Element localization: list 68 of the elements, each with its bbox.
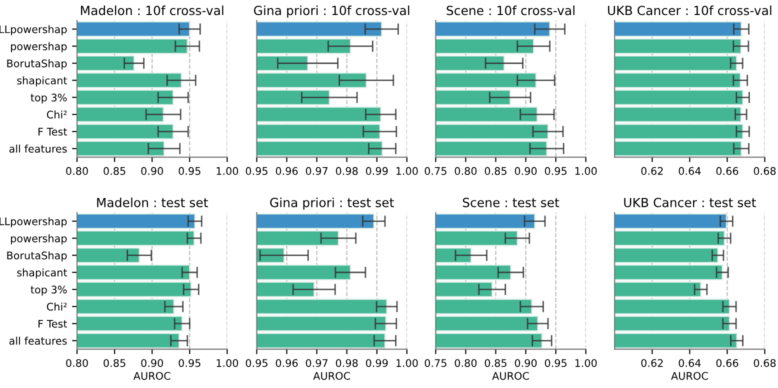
chart-title: Madelon : test set xyxy=(97,198,208,208)
x-tick-label: 0.96 xyxy=(276,167,298,175)
x-tick-label: 1.00 xyxy=(575,167,597,175)
x-axis-title: AUROC xyxy=(492,372,529,380)
x-tick-label: 0.85 xyxy=(104,359,126,367)
x-tick-label: 0.66 xyxy=(716,167,738,175)
y-tick-label: shapicant xyxy=(17,268,68,278)
y-tick-label: F Test xyxy=(38,128,68,136)
x-axis-title: AUROC xyxy=(133,372,170,380)
x-tick-label: 0.80 xyxy=(454,167,477,175)
x-tick-label: 0.90 xyxy=(141,167,164,175)
x-tick-label: 0.90 xyxy=(141,359,164,367)
x-tick-label: 0.62 xyxy=(641,359,663,367)
x-tick-label: 0.90 xyxy=(514,167,537,175)
x-tick-label: 0.97 xyxy=(306,167,328,175)
x-tick-label: 0.85 xyxy=(484,359,506,367)
x-tick-label: 0.62 xyxy=(641,167,663,175)
y-tick-label: F Test xyxy=(38,320,68,328)
y-tick-label: all features xyxy=(9,144,67,153)
x-tick-label: 0.80 xyxy=(66,359,88,367)
y-tick-label: top 3% xyxy=(30,286,67,296)
x-tick-label: 1.00 xyxy=(216,167,238,175)
y-tick-label: all features xyxy=(9,336,67,345)
x-tick-label: 0.95 xyxy=(178,167,200,175)
x-tick-label: 0.80 xyxy=(454,359,477,367)
x-tick-label: 0.68 xyxy=(754,359,776,367)
x-tick-label: 0.95 xyxy=(246,167,268,175)
x-tick-label: 0.80 xyxy=(66,167,88,175)
chart-title: Scene : 10f cross-val xyxy=(446,6,574,16)
x-tick-label: 1.00 xyxy=(575,359,597,367)
chart-title: Scene : test set xyxy=(462,198,560,208)
chart-title: UKB Cancer : 10f cross-val xyxy=(608,6,772,16)
y-tick-label: top 3% xyxy=(30,94,67,104)
x-tick-label: 0.99 xyxy=(366,359,388,367)
y-tick-label: Chi² xyxy=(46,110,67,119)
x-tick-label: 1.00 xyxy=(216,359,238,367)
x-tick-label: 0.95 xyxy=(544,359,566,367)
x-tick-label: 0.68 xyxy=(754,167,776,175)
x-tick-label: 0.96 xyxy=(276,359,298,367)
x-axis-title: AUROC xyxy=(671,372,708,380)
x-tick-label: 0.90 xyxy=(514,359,537,367)
x-tick-label: 0.95 xyxy=(246,359,268,367)
y-tick-label: Chi² xyxy=(46,302,67,311)
x-tick-label: 0.66 xyxy=(716,359,738,367)
x-tick-label: 0.85 xyxy=(484,167,506,175)
y-tick-label: BorutaShap xyxy=(7,59,67,70)
x-tick-label: 0.75 xyxy=(424,359,446,367)
x-tick-label: 0.95 xyxy=(178,359,200,367)
x-tick-label: 0.64 xyxy=(678,167,701,175)
y-tick-label: BorutaShap xyxy=(7,251,67,262)
x-tick-label: 0.97 xyxy=(306,359,328,367)
chart-title: Gina priori : 10f cross-val xyxy=(254,6,410,18)
x-tick-label: 0.64 xyxy=(678,359,701,367)
x-tick-label: 0.98 xyxy=(336,167,358,175)
chart-title: Madelon : 10f cross-val xyxy=(80,6,224,16)
y-tick-label: shapicant xyxy=(17,76,68,86)
x-tick-label: 0.98 xyxy=(336,359,358,367)
x-tick-label: 1.00 xyxy=(396,359,418,367)
x-tick-label: 0.99 xyxy=(366,167,388,175)
x-tick-label: 0.75 xyxy=(424,167,446,175)
x-tick-label: 0.85 xyxy=(104,167,126,175)
y-tick-label: powershap xyxy=(11,42,67,52)
x-tick-label: 0.95 xyxy=(544,167,566,175)
chart-title: UKB Cancer : test set xyxy=(624,198,756,208)
y-tick-label: powershap xyxy=(11,234,67,244)
x-tick-label: 1.00 xyxy=(396,167,418,175)
chart-title: Gina priori : test set xyxy=(270,198,394,210)
x-axis-title: AUROC xyxy=(313,372,350,380)
